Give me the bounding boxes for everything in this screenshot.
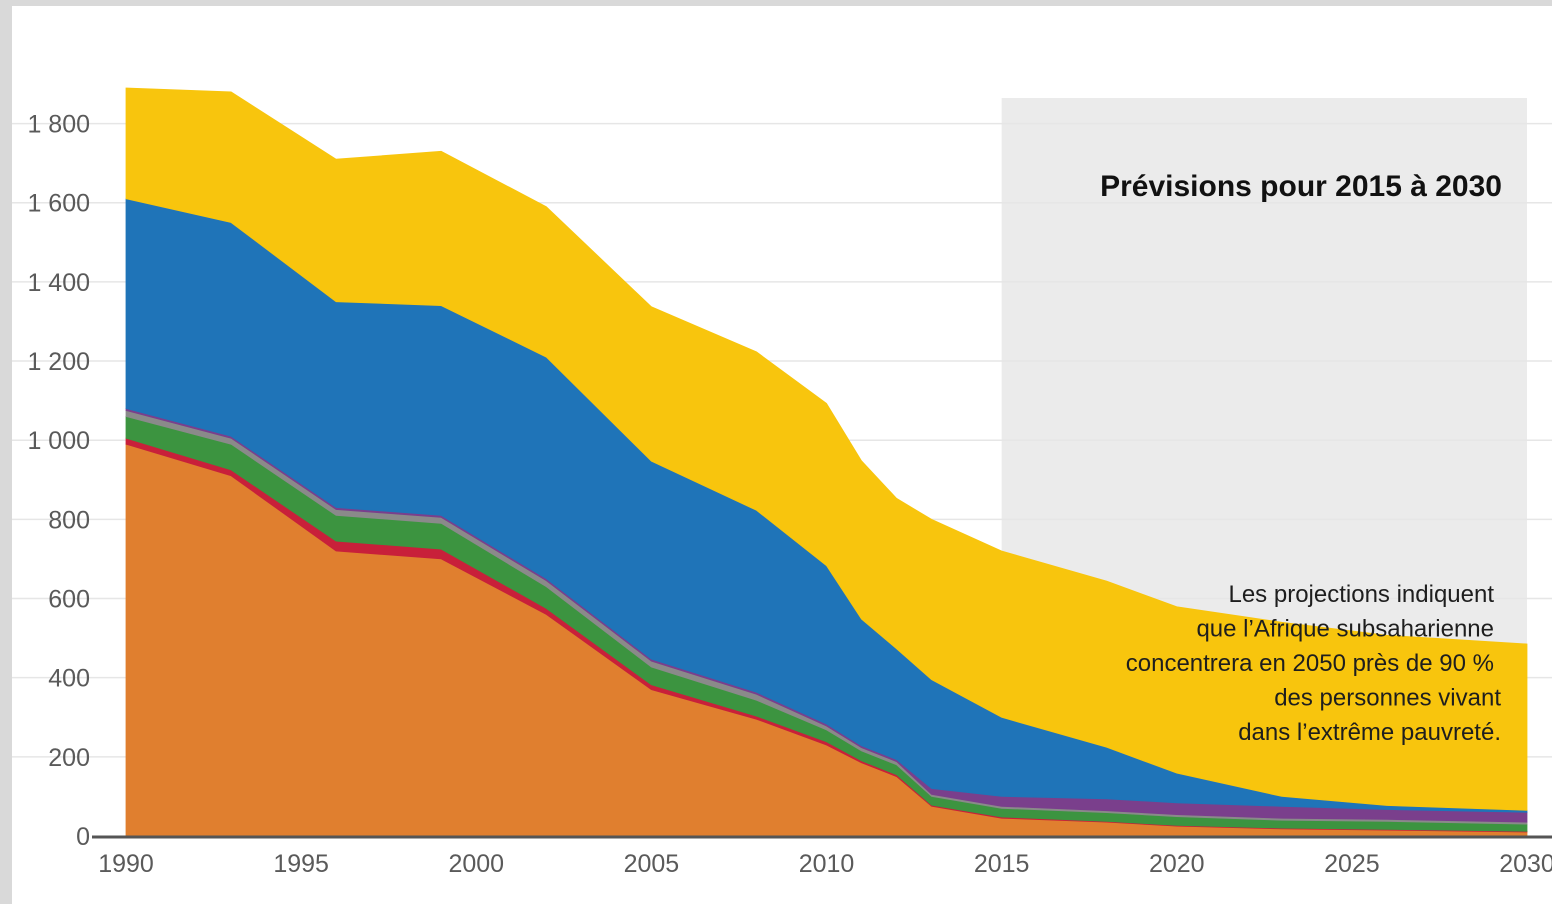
projection-note-line: concentrera en 2050 près de 90 %: [1126, 650, 1494, 677]
y-tick-label: 1 800: [27, 111, 90, 139]
x-tick-label: 2025: [1324, 850, 1380, 878]
projection-note-line: des personnes vivant: [1274, 685, 1501, 712]
x-tick-label: 1995: [273, 850, 329, 878]
x-tick-label: 2005: [624, 850, 680, 878]
y-tick-label: 1 000: [27, 427, 90, 455]
y-tick-label: 400: [48, 665, 90, 693]
y-tick-label: 0: [76, 823, 90, 851]
annotations: Prévisions pour 2015 à 2030 Les projecti…: [1100, 170, 1502, 746]
y-tick-label: 600: [48, 586, 90, 614]
x-tick-label: 1990: [98, 850, 154, 878]
chart-frame: 0 200 400 600 800 1 000 1 200 1 400 1 600 1 800 1…: [12, 6, 1552, 904]
x-tick-label: 2020: [1149, 850, 1205, 878]
y-tick-label: 800: [48, 506, 90, 534]
projection-note-line: que l’Afrique subsaharienne: [1196, 616, 1494, 643]
projection-note: Les projections indiquent que l’Afrique s…: [1126, 581, 1502, 746]
y-tick-label: 1 600: [27, 190, 90, 218]
x-tick-label: 2030: [1499, 850, 1552, 878]
y-tick-label: 1 200: [27, 348, 90, 376]
area-series-7: [125, 87, 1528, 811]
poverty-area-chart: 0 200 400 600 800 1 000 1 200 1 400 1 600 1 800 1…: [12, 87, 1552, 878]
x-tick-label: 2000: [448, 850, 504, 878]
y-tick-label: 1 400: [27, 269, 90, 297]
x-tick-label: 2015: [974, 850, 1030, 878]
y-tick-label: 200: [48, 744, 90, 772]
x-tick-label: 2010: [799, 850, 855, 878]
forecast-title: Prévisions pour 2015 à 2030: [1100, 170, 1502, 203]
projection-note-line: Les projections indiquent: [1228, 581, 1494, 608]
projection-note-line: dans l’extrême pauvreté.: [1238, 719, 1501, 746]
x-axis-ticks: 1990 1995 2000 2005 2010 2015 2020 2025 2030: [98, 850, 1552, 878]
y-axis-ticks: 0 200 400 600 800 1 000 1 200 1 400 1 600 1 800: [27, 111, 90, 851]
